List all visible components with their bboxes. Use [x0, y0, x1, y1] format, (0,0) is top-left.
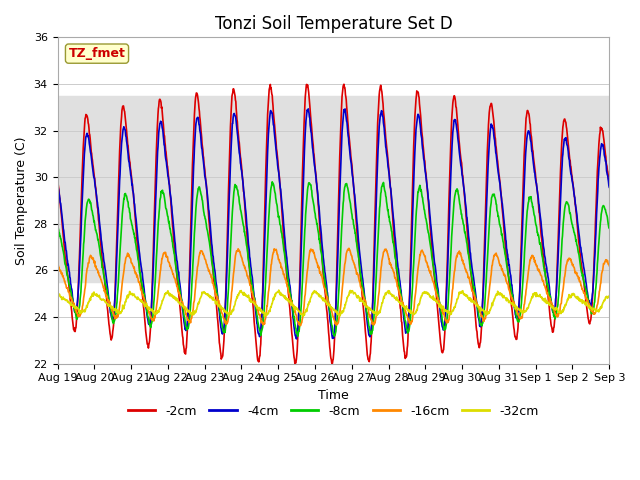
-2cm [340, 82, 348, 87]
-4cm [238, 171, 246, 177]
-32cm [177, 300, 184, 306]
-8cm [54, 221, 61, 227]
-2cm [328, 361, 336, 367]
-4cm [492, 150, 500, 156]
X-axis label: Time: Time [318, 389, 349, 402]
-4cm [54, 179, 61, 184]
-16cm [345, 245, 353, 251]
-16cm [238, 255, 246, 261]
-32cm [163, 290, 171, 296]
-4cm [292, 336, 300, 342]
-16cm [297, 323, 305, 328]
-8cm [420, 203, 428, 209]
-16cm [177, 292, 184, 298]
-32cm [492, 293, 500, 299]
-32cm [260, 313, 268, 319]
-4cm [305, 106, 312, 112]
Line: -16cm: -16cm [58, 248, 609, 325]
-4cm [541, 252, 548, 258]
-2cm [492, 142, 500, 148]
-32cm [541, 299, 548, 304]
-2cm [54, 176, 61, 181]
-16cm [163, 254, 171, 260]
-8cm [541, 268, 548, 274]
Line: -2cm: -2cm [58, 84, 609, 364]
-8cm [177, 290, 184, 296]
-4cm [163, 163, 171, 169]
-8cm [605, 226, 613, 231]
-2cm [541, 266, 548, 272]
Bar [58, 96, 609, 282]
-8cm [268, 179, 276, 185]
-2cm [238, 168, 246, 173]
-8cm [492, 198, 500, 204]
-8cm [163, 209, 171, 215]
Y-axis label: Soil Temperature (C): Soil Temperature (C) [15, 136, 28, 265]
-16cm [492, 252, 500, 257]
-16cm [605, 263, 613, 269]
-16cm [54, 262, 61, 267]
-32cm [275, 287, 283, 293]
-16cm [420, 252, 428, 257]
-32cm [54, 291, 61, 297]
-2cm [420, 149, 428, 155]
Line: -4cm: -4cm [58, 109, 609, 339]
-32cm [420, 290, 428, 296]
-8cm [238, 215, 246, 221]
-2cm [163, 157, 171, 163]
-2cm [177, 307, 184, 313]
-4cm [605, 184, 613, 190]
-16cm [541, 282, 548, 288]
-32cm [605, 293, 613, 299]
-4cm [420, 156, 428, 162]
-32cm [238, 289, 246, 295]
Text: TZ_fmet: TZ_fmet [68, 47, 125, 60]
Title: Tonzi Soil Temperature Set D: Tonzi Soil Temperature Set D [214, 15, 452, 33]
Legend: -2cm, -4cm, -8cm, -16cm, -32cm: -2cm, -4cm, -8cm, -16cm, -32cm [123, 400, 544, 423]
-2cm [605, 180, 613, 185]
Line: -32cm: -32cm [58, 290, 609, 316]
-4cm [177, 284, 184, 289]
Line: -8cm: -8cm [58, 182, 609, 336]
-8cm [330, 333, 338, 339]
